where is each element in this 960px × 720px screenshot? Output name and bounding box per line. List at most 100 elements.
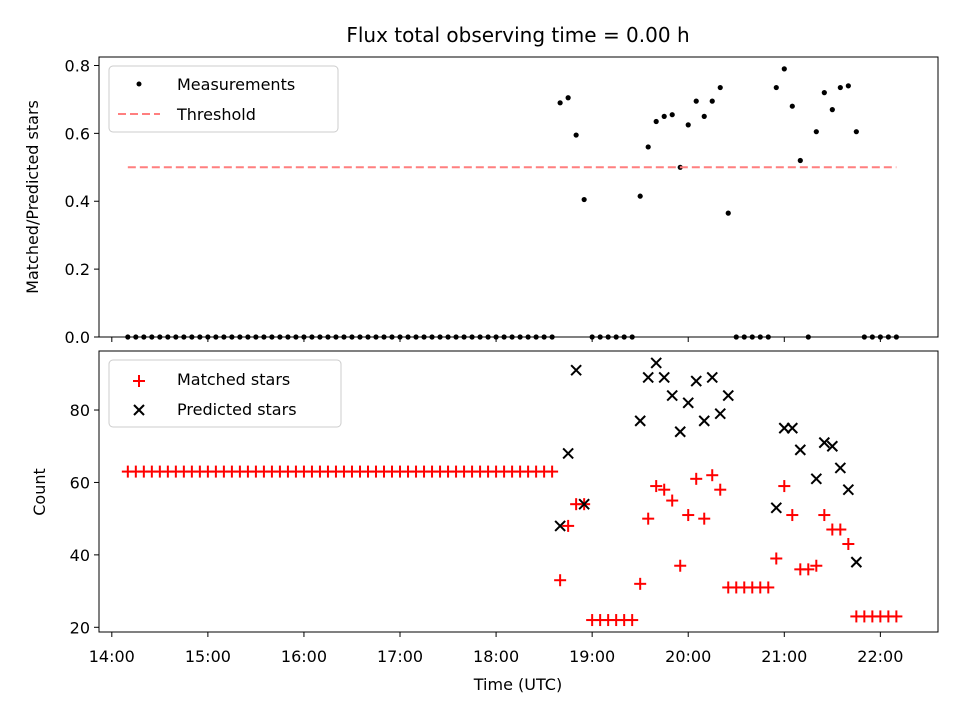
predicted-star-point (826, 440, 839, 452)
count-y-axis-label: Count (30, 468, 49, 516)
measurement-point (573, 132, 579, 138)
predicted-star-point (706, 371, 718, 384)
matched-star-point (810, 559, 823, 572)
count-x-ticks: 14:00 15:00 16:00 17:00 18:00 19:00 20:00 21:00… (89, 632, 903, 666)
legend-matched-marker (133, 375, 145, 387)
y-tick-label: 0.8 (65, 56, 90, 75)
measurement-point (669, 112, 675, 118)
predicted-star-point (698, 415, 710, 427)
x-tick-label: 14:00 (89, 647, 135, 666)
predicted-star-point (818, 436, 831, 449)
y-tick-label: 0.6 (65, 124, 90, 143)
measurement-point (661, 113, 667, 119)
matched-star-point (818, 509, 831, 522)
measurement-point (773, 84, 779, 91)
predicted-star-point (578, 498, 590, 510)
predicted-star-point (562, 447, 574, 460)
matched-star-point (666, 494, 679, 507)
measurement-point (565, 95, 571, 101)
matched-star-point (714, 483, 727, 496)
predicted-star-point (850, 556, 863, 568)
predicted-star-point (810, 473, 823, 485)
matched-star-point (674, 559, 687, 572)
measurement-point (685, 122, 691, 128)
predicted-star-point (842, 483, 855, 496)
measurement-point (557, 100, 563, 106)
measurement-point (717, 84, 723, 91)
matched-star-point (554, 574, 567, 587)
chart-title: Flux total observing time = 0.00 h (346, 23, 689, 47)
measurement-point (653, 118, 659, 125)
matched-star-point (706, 469, 719, 482)
y-tick-label: 20 (70, 618, 90, 637)
matched-star-point (642, 512, 655, 525)
measurement-point (853, 129, 859, 135)
matched-star-point (634, 577, 647, 590)
measurement-point (837, 84, 843, 91)
measurement-point (781, 66, 787, 72)
y-tick-label: 0.2 (65, 260, 90, 279)
ratio-plot-area (125, 66, 899, 340)
count-plot-area (121, 357, 903, 627)
x-tick-label: 16:00 (281, 647, 327, 666)
ratio-panel: 0.00.20.40.60.8 Matched/Predicted stars … (23, 56, 939, 347)
legend-measurements-label: Measurements (177, 75, 295, 94)
measurement-point (789, 103, 795, 109)
predicted-star-point (570, 364, 582, 376)
count-axes-frame (98, 350, 939, 633)
predicted-star-point (674, 426, 686, 438)
legend-predicted-marker (133, 404, 145, 416)
matched-star-point (762, 581, 775, 594)
legend-threshold-label: Threshold (176, 105, 256, 124)
legend-matched-label: Matched stars (177, 370, 290, 389)
y-tick-label: 60 (70, 473, 90, 492)
x-axis-label: Time (UTC) (473, 675, 562, 694)
predicted-star-point (658, 371, 670, 384)
matched-star-point (834, 523, 847, 536)
x-tick-label: 17:00 (377, 647, 423, 666)
predicted-star-point (794, 444, 807, 456)
legend-measurements-marker (136, 81, 142, 87)
predicted-star-point (834, 462, 847, 474)
measurement-point (637, 193, 643, 199)
ratio-x-ticks (111, 337, 881, 342)
predicted-star-point (554, 520, 566, 532)
matched-star-point (658, 483, 671, 496)
measurement-point (821, 90, 827, 96)
legend-predicted-label: Predicted stars (177, 400, 297, 419)
matched-star-point (562, 519, 575, 532)
matched-star-point (786, 509, 799, 522)
predicted-star-point (650, 357, 662, 369)
predicted-star-point (682, 397, 694, 409)
matched-star-point (770, 552, 783, 565)
measurement-point (709, 98, 715, 104)
ratio-legend: Measurements Threshold (108, 65, 339, 133)
x-tick-label: 21:00 (761, 647, 807, 666)
matched-star-point (626, 614, 639, 627)
measurement-point (725, 210, 731, 216)
measurement-point (797, 157, 803, 164)
count-panel: 20 40 60 80 14:00 15:00 16:00 17:00 18:00 19:00 2… (30, 350, 939, 694)
matched-star-point (802, 563, 815, 576)
measurement-point (693, 98, 699, 104)
measurement-point (581, 196, 587, 203)
matched-star-point (650, 480, 663, 493)
matched-star-point (682, 509, 695, 522)
x-tick-label: 22:00 (857, 647, 903, 666)
matched-star-point (690, 472, 703, 485)
x-tick-label: 19:00 (569, 647, 615, 666)
predicted-star-point (722, 389, 734, 402)
ratio-axes-frame (98, 56, 939, 338)
y-tick-label: 0.0 (65, 328, 90, 347)
predicted-star-point (786, 422, 799, 434)
x-tick-label: 18:00 (473, 647, 519, 666)
matched-star-point (546, 465, 559, 478)
ratio-y-axis-label: Matched/Predicted stars (23, 100, 42, 294)
y-tick-label: 80 (70, 401, 90, 420)
matched-star-point (890, 610, 903, 623)
predicted-star-point (714, 407, 726, 420)
matched-star-point (698, 512, 711, 525)
measurement-point (701, 113, 707, 119)
measurement-point (829, 107, 835, 113)
